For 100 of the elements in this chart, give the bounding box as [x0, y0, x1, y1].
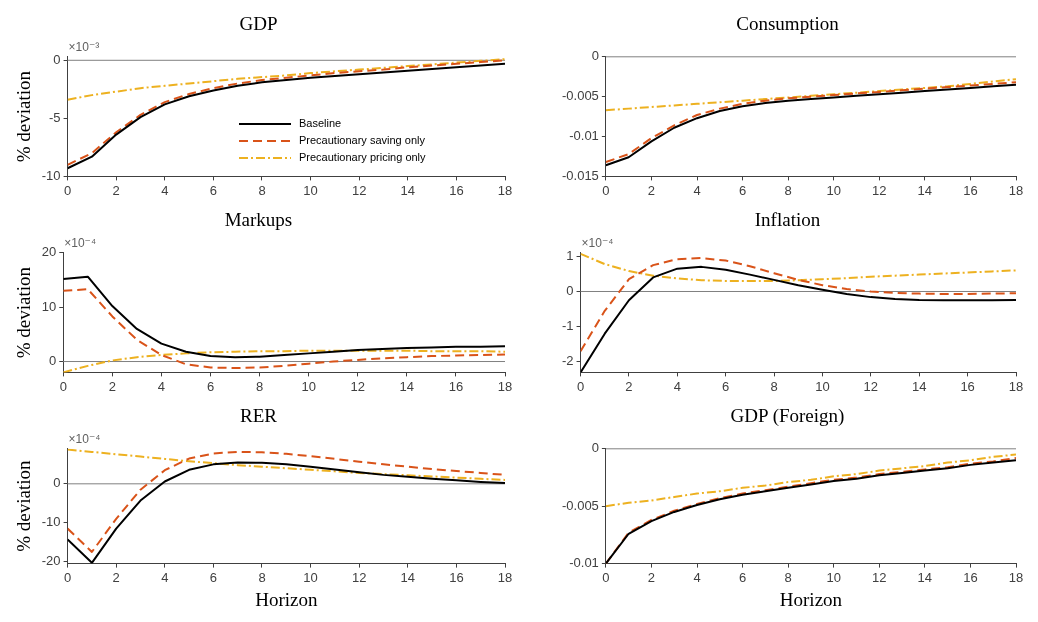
x-tick-label: 12 — [872, 182, 887, 198]
x-tick-label: 18 — [497, 182, 513, 198]
line-series — [605, 78, 1016, 112]
x-tick-label: 16 — [449, 569, 464, 585]
y-tick-label: -0.01 — [569, 128, 599, 144]
x-tick-label: 8 — [770, 378, 778, 394]
y-tick-label: 0 — [53, 475, 61, 491]
x-tick-label: 10 — [826, 569, 841, 585]
x-tick-label: 12 — [350, 378, 365, 394]
line-series — [580, 257, 1016, 353]
x-tick-label: 10 — [303, 569, 318, 585]
x-tick-label: 6 — [209, 182, 218, 198]
chart-title: Consumption — [736, 13, 840, 35]
x-axis-title: Horizon — [779, 588, 843, 610]
x-tick-label: 0 — [63, 182, 72, 198]
x-tick-label: 4 — [693, 569, 701, 585]
x-tick-label: 4 — [161, 182, 169, 198]
x-tick-label: 6 — [722, 378, 730, 394]
x-tick-label: 6 — [738, 182, 747, 198]
legend-label: Precautionary pricing only — [299, 150, 427, 163]
x-tick-label: 4 — [161, 569, 169, 585]
x-tick-label: 14 — [917, 182, 933, 198]
line-series — [580, 252, 1016, 282]
x-tick-label: 10 — [301, 378, 316, 394]
y-tick-label: -2 — [562, 353, 574, 369]
x-tick-label: 16 — [448, 378, 464, 394]
y-tick-label: -0.005 — [561, 88, 599, 104]
x-tick-label: 14 — [399, 378, 415, 394]
x-tick-label: 14 — [400, 182, 416, 198]
x-tick-label: 8 — [258, 569, 266, 585]
text: ×10⁻⁴ — [64, 236, 97, 251]
y-tick-label: -20 — [41, 553, 61, 569]
legend-label: Baseline — [299, 116, 342, 129]
line-series — [605, 453, 1016, 508]
x-tick-label: 14 — [917, 569, 933, 585]
y-tick-label: 0 — [53, 51, 61, 67]
x-tick-label: 0 — [63, 569, 72, 585]
y-tick-label: 0 — [566, 283, 574, 299]
x-tick-label: 18 — [1008, 182, 1024, 198]
y-tick-label: 0 — [591, 48, 599, 64]
chart-title: RER — [240, 405, 278, 427]
x-tick-label: 12 — [351, 569, 367, 585]
text: ×10⁻⁴ — [68, 432, 101, 447]
x-tick-label: 18 — [1008, 569, 1024, 585]
x-tick-label: 6 — [206, 378, 215, 394]
y-axis-title: % deviation — [13, 460, 35, 552]
x-tick-label: 12 — [872, 569, 887, 585]
x-tick-label: 14 — [400, 569, 416, 585]
x-tick-label: 2 — [647, 182, 656, 198]
x-tick-label: 10 — [303, 182, 318, 198]
x-tick-label: 16 — [449, 182, 464, 198]
y-tick-label: -0.01 — [569, 555, 599, 571]
y-axis-title: % deviation — [13, 70, 35, 163]
y-tick-label: 20 — [41, 244, 57, 260]
x-tick-label: 12 — [351, 182, 367, 198]
line-series — [67, 58, 505, 101]
x-tick-label: 2 — [112, 569, 120, 585]
x-tick-label: 2 — [647, 569, 656, 585]
y-axis-title: % deviation — [13, 266, 35, 359]
line-series — [67, 448, 505, 481]
chart-title: Markups — [224, 209, 293, 231]
x-tick-label: 14 — [912, 378, 927, 394]
x-tick-label: 4 — [693, 182, 701, 198]
chart-title: GDP — [239, 13, 278, 35]
x-tick-label: 16 — [960, 378, 975, 394]
chart-title: Inflation — [754, 209, 821, 231]
x-tick-label: 16 — [963, 569, 978, 585]
x-tick-label: 2 — [625, 378, 633, 394]
x-tick-label: 4 — [157, 378, 166, 394]
x-tick-label: 0 — [602, 182, 610, 198]
x-tick-label: 2 — [112, 182, 120, 198]
y-tick-label: 10 — [41, 298, 57, 314]
x-tick-label: 6 — [738, 569, 747, 585]
x-tick-label: 10 — [826, 182, 841, 198]
x-tick-label: 6 — [209, 569, 218, 585]
y-tick-label: -10 — [41, 167, 61, 183]
x-tick-label: 8 — [258, 182, 266, 198]
text: ×10⁻³ — [68, 40, 100, 55]
y-tick-label: -0.005 — [561, 497, 599, 513]
legend-label: Precautionary saving only — [299, 133, 426, 146]
x-tick-label: 18 — [497, 378, 513, 394]
chart-title: GDP (Foreign) — [730, 405, 845, 428]
y-tick-label: -10 — [41, 514, 61, 530]
x-tick-label: 16 — [963, 182, 978, 198]
y-tick-label: 1 — [566, 247, 574, 263]
y-tick-label: -1 — [562, 318, 574, 334]
x-tick-label: 2 — [108, 378, 116, 394]
y-tick-label: -5 — [49, 109, 61, 125]
text: ×10⁻⁴ — [581, 236, 614, 251]
x-tick-label: 18 — [497, 569, 513, 585]
x-tick-label: 4 — [673, 378, 681, 394]
y-tick-label: 0 — [591, 440, 599, 456]
x-tick-label: 18 — [1008, 378, 1024, 394]
y-tick-label: 0 — [49, 353, 57, 369]
x-tick-label: 8 — [255, 378, 264, 394]
x-tick-label: 10 — [815, 378, 830, 394]
x-tick-label: 12 — [863, 378, 879, 394]
line-series — [67, 450, 505, 553]
x-tick-label: 0 — [602, 569, 610, 585]
y-tick-label: -0.015 — [561, 167, 599, 183]
